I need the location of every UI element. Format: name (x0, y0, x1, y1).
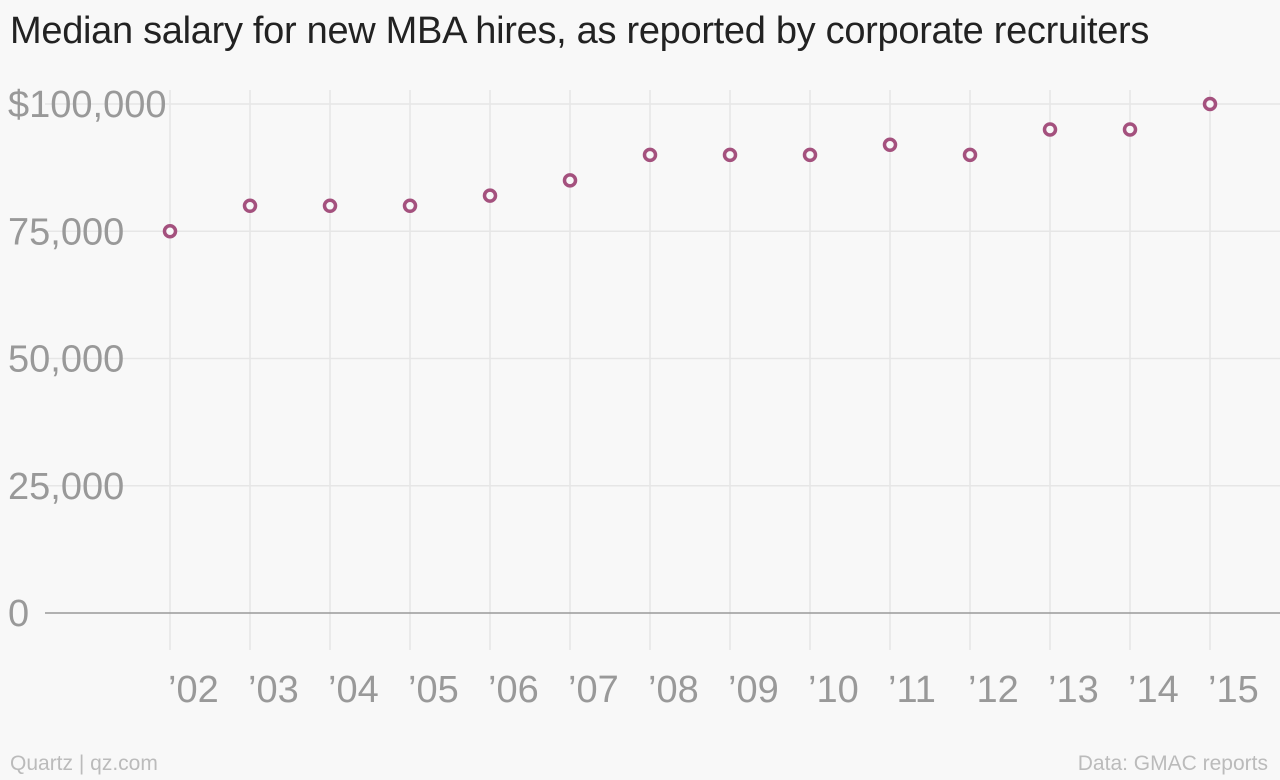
y-axis-ticks: 0 25,000 50,000 75,000 $100,000 (8, 84, 167, 635)
data-point (242, 198, 258, 214)
x-tick-label: ’11 (888, 669, 936, 711)
x-tick-label: ’03 (248, 669, 299, 711)
y-tick-label: 25,000 (8, 466, 124, 508)
x-tick-label: ’02 (168, 669, 219, 711)
data-point (962, 147, 978, 163)
x-tick-label: ’14 (1128, 669, 1179, 711)
x-tick-label: ’12 (968, 669, 1019, 711)
y-tick-label: $100,000 (8, 84, 167, 126)
data-point (1122, 122, 1138, 137)
x-tick-label: ’06 (488, 669, 539, 711)
data-point (322, 198, 338, 214)
data-point (642, 147, 658, 163)
x-tick-label: ’15 (1208, 669, 1259, 711)
y-tick-label: 50,000 (8, 339, 124, 381)
gridlines (45, 90, 1280, 650)
x-tick-label: ’08 (648, 669, 699, 711)
brand-credit: Quartz | qz.com (10, 752, 158, 775)
y-tick-label: 75,000 (8, 211, 124, 253)
x-tick-label: ’09 (728, 669, 779, 711)
data-point (402, 198, 418, 214)
x-tick-label: ’04 (328, 669, 379, 711)
x-tick-label: ’05 (408, 669, 459, 711)
data-source: Data: GMAC reports (1077, 752, 1268, 775)
data-point (1202, 96, 1218, 112)
x-tick-label: ’13 (1048, 669, 1099, 711)
chart-title: Median salary for new MBA hires, as repo… (10, 10, 1150, 52)
data-point (562, 173, 578, 188)
x-tick-label: ’10 (808, 669, 859, 711)
data-point (482, 188, 498, 203)
data-point (162, 224, 178, 239)
data-point (722, 147, 738, 163)
data-point (1042, 122, 1058, 137)
data-points (162, 96, 1218, 239)
data-point (802, 147, 818, 163)
x-tick-label: ’07 (568, 669, 619, 711)
x-axis-ticks: ’02 ’03 ’04 ’05 ’06 ’07 ’08 ’09 ’10 ’11 ’12 ’13 ’14 ’… (168, 669, 1259, 711)
y-tick-label: 0 (8, 593, 29, 635)
data-point (882, 137, 898, 152)
